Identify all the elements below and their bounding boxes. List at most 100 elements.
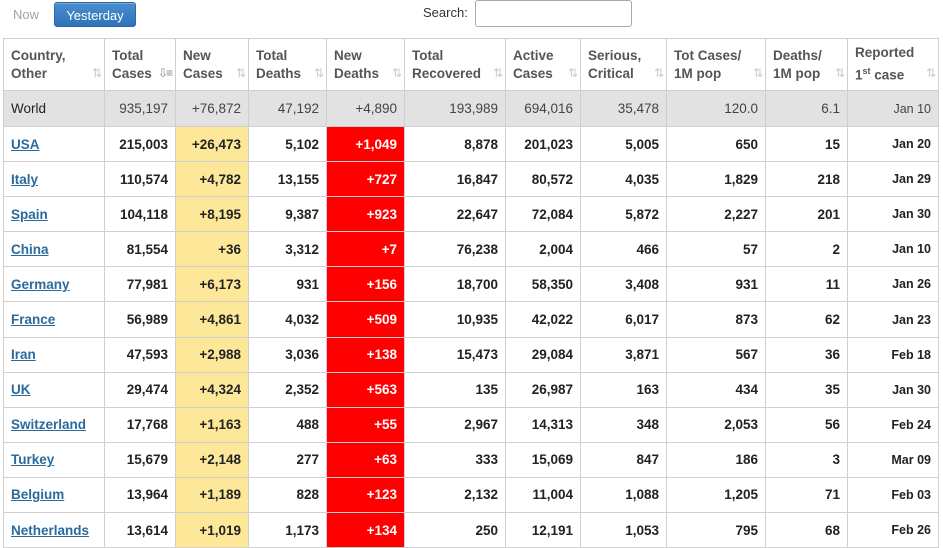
new-cases-cell: +26,473 [175,125,249,163]
sort-icon[interactable]: ⇅ [492,66,503,80]
active-cases-cell: 58,350 [505,266,581,303]
deaths-1m-cell: 218 [765,161,848,198]
tot-cases-1m-cell: 2,227 [666,196,766,233]
total-recovered-cell: 2,132 [404,476,506,514]
new-cases-cell: +2,988 [175,336,249,373]
col-header-total-cases[interactable]: Total Cases ⇩≡ [104,38,176,91]
col-header-country-line2: Other [11,65,48,81]
col-header-total-deaths[interactable]: Total Deaths ⇅ [248,38,327,91]
reported-cell: Feb 26 [847,512,939,548]
total-deaths-cell: 13,155 [248,161,327,198]
country-cell: UK [3,371,105,408]
table-row: Spain 104,118 +8,195 9,387 +923 22,647 72,084 5… [3,196,939,233]
sort-icon[interactable]: ⇅ [91,66,102,80]
col-header-reported[interactable]: Reported 1st case ⇅ [847,38,939,91]
col-header-new-cases[interactable]: New Cases ⇅ [175,38,249,91]
reported-cell: Mar 09 [847,441,939,478]
total-cases-cell: 15,679 [104,441,176,478]
tot-cases-1m-cell: 567 [666,336,766,373]
serious-critical-cell: 5,005 [580,125,667,163]
sort-icon[interactable]: ⇅ [834,66,845,80]
col-header-active-cases[interactable]: Active Cases ⇅ [505,38,581,91]
country-link[interactable]: France [11,312,56,328]
col-header-new-deaths[interactable]: New Deaths ⇅ [326,38,405,91]
col-header-total-recovered-line2: Recovered [412,65,482,81]
deaths-1m-cell: 3 [765,441,848,478]
country-link[interactable]: USA [11,136,40,152]
col-header-country[interactable]: Country, Other ⇅ [3,38,105,91]
total-cases-cell: 17,768 [104,406,176,443]
reported-cell: Jan 30 [847,371,939,408]
country-cell: Italy [3,161,105,198]
reported-cell: Feb 18 [847,336,939,373]
country-link[interactable]: Switzerland [11,417,87,433]
tab-yesterday[interactable]: Yesterday [54,2,136,27]
col-header-serious-critical[interactable]: Serious, Critical ⇅ [580,38,667,91]
total-cases-cell: 81,554 [104,231,176,268]
sort-icon[interactable]: ⇅ [567,66,578,80]
deaths-1m-cell: 11 [765,266,848,303]
tab-now[interactable]: Now [12,7,39,22]
world-reported-cell: Jan 10 [847,90,939,127]
world-total-deaths-cell: 47,192 [248,90,327,127]
sort-icon[interactable]: ⇅ [752,66,763,80]
sort-icon[interactable]: ⇅ [313,66,324,80]
country-cell: Spain [3,196,105,233]
table-row: Switzerland 17,768 +1,163 488 +55 2,967 14,313… [3,406,939,443]
sort-icon[interactable]: ⇅ [391,66,402,80]
total-recovered-cell: 135 [404,371,506,408]
col-header-total-cases-line1: Total [112,47,144,63]
new-deaths-cell: +7 [326,231,405,268]
country-link[interactable]: Spain [11,206,48,222]
sort-icon[interactable]: ⇅ [235,66,246,80]
country-cell: Germany [3,266,105,303]
active-cases-cell: 11,004 [505,476,581,514]
country-link[interactable]: Netherlands [11,522,90,538]
table-row: Belgium 13,964 +1,189 828 +123 2,132 11,004 1,0… [3,476,939,514]
total-cases-cell: 47,593 [104,336,176,373]
new-cases-cell: +1,163 [175,406,249,443]
col-header-deaths-1m-line1: Deaths/ [773,47,822,63]
country-cell: Belgium [3,476,105,514]
total-deaths-cell: 4,032 [248,301,327,338]
country-link[interactable]: China [11,241,49,257]
country-link[interactable]: Italy [11,171,39,187]
total-cases-cell: 13,964 [104,476,176,514]
reported-cell: Jan 23 [847,301,939,338]
serious-critical-cell: 847 [580,441,667,478]
total-deaths-cell: 3,036 [248,336,327,373]
total-deaths-cell: 9,387 [248,196,327,233]
table-row: Italy 110,574 +4,782 13,155 +727 16,847 80,572… [3,161,939,198]
reported-cell: Jan 26 [847,266,939,303]
country-link[interactable]: Belgium [11,487,65,503]
deaths-1m-cell: 35 [765,371,848,408]
new-deaths-cell: +1,049 [326,125,405,163]
country-cell: Switzerland [3,406,105,443]
table-row: France 56,989 +4,861 4,032 +509 10,935 42,022 6… [3,301,939,338]
new-deaths-cell: +55 [326,406,405,443]
country-link[interactable]: UK [11,382,31,398]
col-header-total-deaths-line2: Deaths [256,65,302,81]
total-recovered-cell: 2,967 [404,406,506,443]
sort-icon[interactable]: ⇅ [925,66,936,80]
col-header-country-line1: Country, [11,47,66,63]
sort-icon[interactable]: ⇅ [653,66,664,80]
new-deaths-cell: +156 [326,266,405,303]
serious-critical-cell: 6,017 [580,301,667,338]
search-input[interactable] [475,0,632,27]
world-total-row: World 935,197 +76,872 47,192 +4,890 193,… [3,90,939,127]
country-link[interactable]: Germany [11,276,70,292]
col-header-new-deaths-line2: Deaths [334,65,380,81]
active-cases-cell: 42,022 [505,301,581,338]
country-link[interactable]: Turkey [11,452,55,468]
col-header-deaths-1m[interactable]: Deaths/1M pop ⇅ [765,38,848,91]
col-header-total-recovered[interactable]: Total Recovered ⇅ [404,38,506,91]
country-cell: China [3,231,105,268]
world-new-cases-cell: +76,872 [175,90,249,127]
sort-desc-icon[interactable]: ⇩≡ [157,66,173,80]
country-link[interactable]: Iran [11,347,36,363]
col-header-tot-cases-1m[interactable]: Tot Cases/1M pop ⇅ [666,38,766,91]
serious-critical-cell: 348 [580,406,667,443]
col-header-serious-critical-line1: Serious, [588,47,642,63]
col-header-deaths-1m-line2: 1M pop [773,65,821,81]
